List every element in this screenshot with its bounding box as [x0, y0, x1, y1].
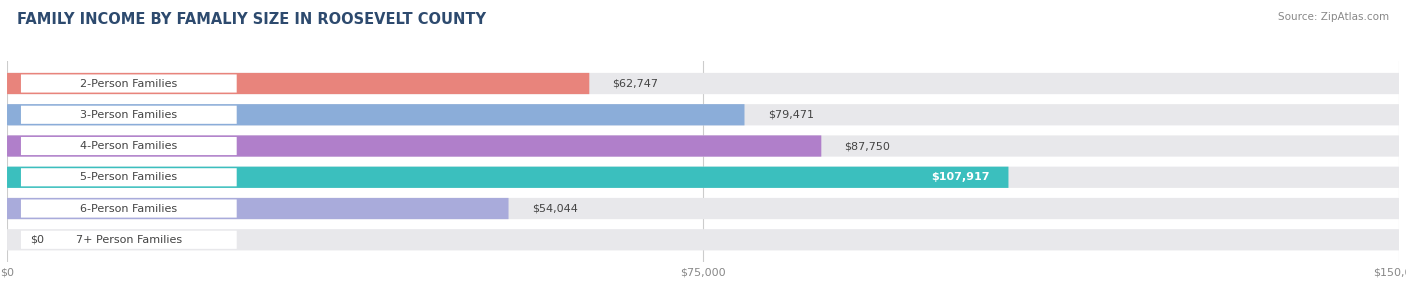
FancyBboxPatch shape: [21, 74, 236, 93]
Text: $107,917: $107,917: [931, 172, 990, 182]
FancyBboxPatch shape: [7, 104, 745, 125]
FancyBboxPatch shape: [7, 167, 1399, 188]
Text: $79,471: $79,471: [768, 110, 814, 120]
FancyBboxPatch shape: [21, 106, 236, 124]
FancyBboxPatch shape: [21, 137, 236, 155]
FancyBboxPatch shape: [7, 104, 1399, 125]
FancyBboxPatch shape: [7, 198, 1399, 219]
Text: FAMILY INCOME BY FAMALIY SIZE IN ROOSEVELT COUNTY: FAMILY INCOME BY FAMALIY SIZE IN ROOSEVE…: [17, 12, 486, 27]
FancyBboxPatch shape: [7, 135, 1399, 157]
Text: $54,044: $54,044: [531, 203, 578, 213]
FancyBboxPatch shape: [7, 167, 1008, 188]
Text: $0: $0: [31, 235, 44, 245]
FancyBboxPatch shape: [7, 73, 589, 94]
Text: 7+ Person Families: 7+ Person Families: [76, 235, 181, 245]
Text: 2-Person Families: 2-Person Families: [80, 78, 177, 88]
Text: $62,747: $62,747: [613, 78, 658, 88]
Text: Source: ZipAtlas.com: Source: ZipAtlas.com: [1278, 12, 1389, 22]
FancyBboxPatch shape: [21, 199, 236, 217]
FancyBboxPatch shape: [7, 198, 509, 219]
Text: 3-Person Families: 3-Person Families: [80, 110, 177, 120]
FancyBboxPatch shape: [7, 135, 821, 157]
Text: 4-Person Families: 4-Person Families: [80, 141, 177, 151]
FancyBboxPatch shape: [7, 73, 1399, 94]
Text: $87,750: $87,750: [845, 141, 890, 151]
FancyBboxPatch shape: [21, 168, 236, 186]
FancyBboxPatch shape: [7, 229, 1399, 250]
FancyBboxPatch shape: [21, 231, 236, 249]
Text: 5-Person Families: 5-Person Families: [80, 172, 177, 182]
Text: 6-Person Families: 6-Person Families: [80, 203, 177, 213]
